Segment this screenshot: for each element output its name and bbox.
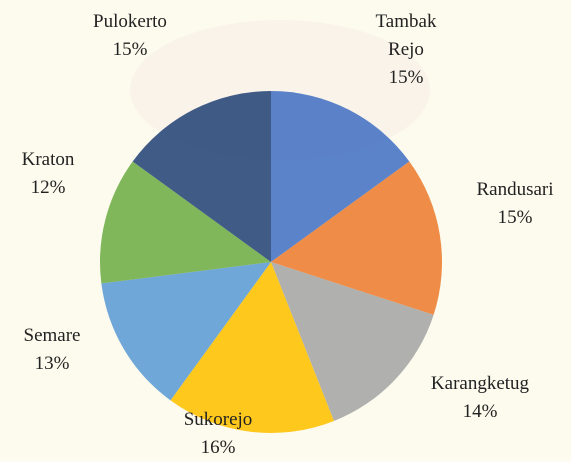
slice-label: Randusari 15% <box>455 176 571 232</box>
category-label: Semare <box>23 325 81 346</box>
pie-slice <box>170 262 334 434</box>
value-label: 14% <box>462 401 498 422</box>
category-label: Randusari <box>476 179 554 200</box>
slice-label: Semare 13% <box>2 322 102 378</box>
value-label: 15% <box>112 39 148 60</box>
pie-slice <box>100 161 271 284</box>
slice-label: Tambak Rejo 15% <box>371 8 441 92</box>
value-label: 15% <box>388 67 424 88</box>
slice-label: Kraton 12% <box>0 146 98 202</box>
slice-label: Karangketug 14% <box>410 370 550 426</box>
pie-slice <box>271 161 443 315</box>
value-label: 15% <box>497 207 533 228</box>
category-label: Karangketug <box>430 373 530 394</box>
pie-slice <box>132 91 271 262</box>
slice-label: Pulokerto 15% <box>70 8 190 64</box>
value-label: 16% <box>200 437 236 458</box>
pie-slice <box>271 91 410 262</box>
value-label: 13% <box>34 353 70 374</box>
value-label: 12% <box>30 177 66 198</box>
slice-label: Sukorejo 16% <box>158 406 278 462</box>
category-label: Kraton <box>21 149 75 170</box>
category-label: Sukorejo <box>183 409 253 430</box>
category-label: Pulokerto <box>93 11 167 32</box>
pie-slice <box>271 262 434 421</box>
pie-slice <box>101 262 271 401</box>
category-label: Tambak Rejo <box>375 11 437 60</box>
